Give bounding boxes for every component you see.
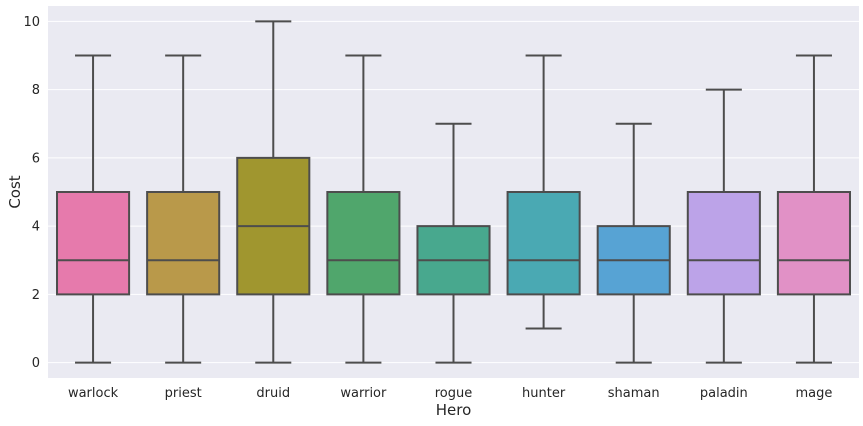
box-hunter bbox=[506, 54, 581, 330]
x-axis-ticks: warlock priest druid warrior rogue hunter sham… bbox=[68, 386, 832, 401]
box-iqr bbox=[146, 191, 221, 296]
x-tick-label: mage bbox=[795, 386, 832, 401]
box-shaman bbox=[596, 122, 671, 364]
x-tick-label: warlock bbox=[68, 386, 119, 401]
x-tick-label: warrior bbox=[340, 386, 387, 401]
box-rogue bbox=[416, 122, 491, 364]
box-priest bbox=[146, 54, 221, 364]
x-tick-label: paladin bbox=[700, 386, 748, 401]
box-iqr bbox=[326, 191, 401, 296]
x-axis-label: Hero bbox=[436, 401, 472, 419]
y-axis-label: Cost bbox=[6, 175, 24, 208]
y-tick-label: 10 bbox=[23, 15, 40, 30]
x-tick-label: druid bbox=[256, 386, 290, 401]
x-tick-label: priest bbox=[165, 386, 202, 401]
box-druid bbox=[236, 20, 311, 364]
box-iqr bbox=[506, 191, 581, 296]
y-axis-ticks: 0 2 4 6 8 10 bbox=[23, 15, 40, 371]
box-mage bbox=[776, 54, 851, 364]
box-warlock bbox=[56, 54, 131, 364]
box-iqr bbox=[776, 191, 851, 296]
y-tick-label: 0 bbox=[32, 356, 40, 371]
y-tick-label: 6 bbox=[32, 151, 40, 166]
y-tick-label: 4 bbox=[32, 220, 40, 235]
x-tick-label: hunter bbox=[522, 386, 566, 401]
x-tick-label: shaman bbox=[608, 386, 660, 401]
y-tick-label: 2 bbox=[32, 288, 40, 303]
box-iqr bbox=[686, 191, 761, 296]
x-tick-label: rogue bbox=[435, 386, 473, 401]
y-tick-label: 8 bbox=[32, 83, 40, 98]
box-paladin bbox=[686, 88, 761, 364]
box-warrior bbox=[326, 54, 401, 364]
box-iqr bbox=[56, 191, 131, 296]
boxes bbox=[56, 20, 851, 364]
